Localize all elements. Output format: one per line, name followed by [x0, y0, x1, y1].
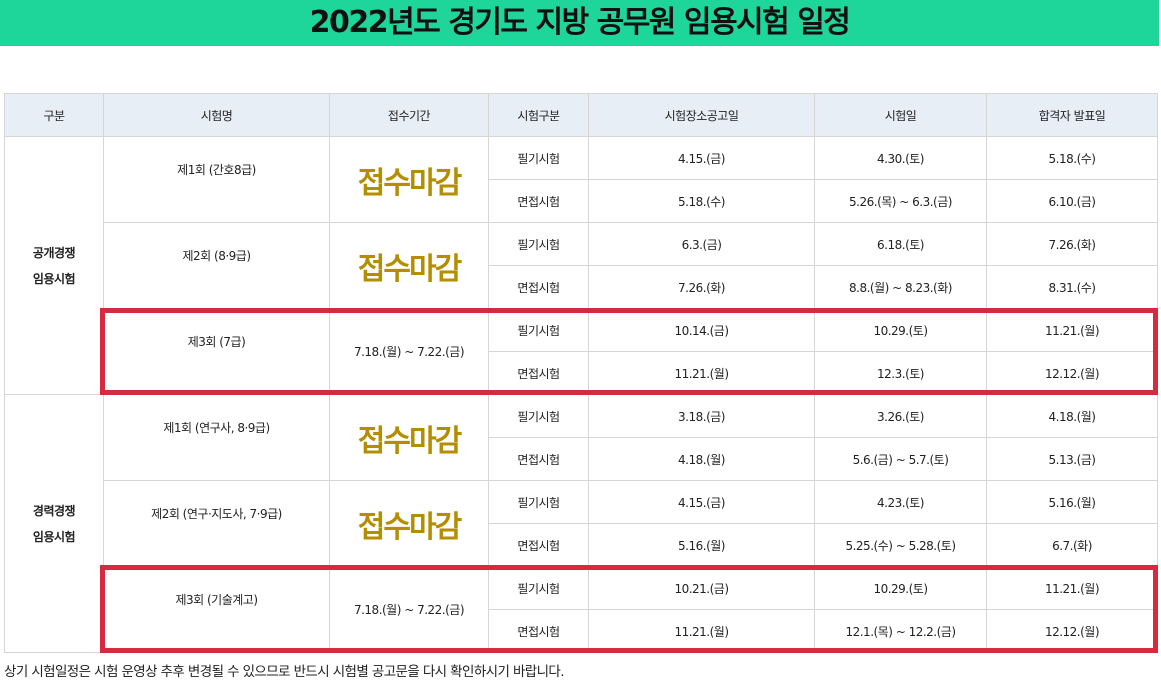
exam-date-cell: 4.23.(토): [814, 480, 987, 524]
notice-date-cell: 4.15.(금): [588, 480, 815, 524]
header-application-period: 접수기간: [329, 93, 489, 137]
exam-type-cell: 필기시험: [488, 480, 589, 524]
table-row: 면접시험 5.18.(수) 5.26.(목) ~ 6.3.(금) 6.10.(금…: [5, 179, 1158, 223]
category-cell: 공개경쟁 임용시험: [4, 136, 104, 395]
notice-date-cell: 4.15.(금): [588, 136, 815, 180]
exam-type-cell: 면접시험: [488, 609, 589, 653]
notice-date-cell: 11.21.(월): [588, 351, 815, 395]
table-row: 면접시험 11.21.(월) 12.1.(목) ~ 12.2.(금) 12.12…: [5, 609, 1158, 653]
exam-type-cell: 면접시험: [488, 351, 589, 395]
header-category: 구분: [4, 93, 104, 137]
application-period-cell: 7.18.(월) ~ 7.22.(금): [329, 308, 489, 395]
exam-type-cell: 면접시험: [488, 437, 589, 481]
header-venue-notice-date: 시험장소공고일: [588, 93, 815, 137]
table-row: 면접시험 4.18.(월) 5.6.(금) ~ 5.7.(토) 5.13.(금): [5, 437, 1158, 481]
exam-date-cell: 5.26.(목) ~ 6.3.(금): [814, 179, 987, 223]
exam-type-cell: 필기시험: [488, 136, 589, 180]
category-cell: 경력경쟁 임용시험: [4, 394, 104, 653]
result-date-cell: 5.13.(금): [986, 437, 1158, 481]
result-date-cell: 5.16.(월): [986, 480, 1158, 524]
exam-date-cell: 12.3.(토): [814, 351, 987, 395]
exam-name-cell: 제1회 (연구사, 8·9급): [103, 394, 330, 481]
table-row: 제3회 (7급) 7.18.(월) ~ 7.22.(금) 필기시험 10.14.…: [5, 308, 1158, 395]
application-closed-label: 접수마감: [329, 394, 489, 481]
exam-type-cell: 면접시험: [488, 265, 589, 309]
table-row: 면접시험 5.16.(월) 5.25.(수) ~ 5.28.(토) 6.7.(화…: [5, 523, 1158, 567]
exam-name-cell: 제2회 (8·9급): [103, 222, 330, 309]
highlight-box-open-exam-2: [100, 565, 1158, 653]
exam-name-cell: 제3회 (기술계고): [103, 566, 330, 653]
highlight-box-open-exam-1: [100, 308, 1158, 395]
application-closed-label: 접수마감: [329, 480, 489, 567]
exam-date-cell: 4.30.(토): [814, 136, 987, 180]
category-label-line1: 경력경쟁: [32, 503, 76, 518]
header-result-date: 합격자 발표일: [986, 93, 1158, 137]
exam-name-cell: 제1회 (간호8급): [103, 136, 330, 223]
table-row: 면접시험 11.21.(월) 12.3.(토) 12.12.(월): [5, 351, 1158, 395]
notice-date-cell: 5.18.(수): [588, 179, 815, 223]
exam-type-cell: 면접시험: [488, 523, 589, 567]
category-label-line2: 임용시험: [32, 271, 76, 286]
table-row: 제2회 (연구·지도사, 7·9급) 접수마감 필기시험 4.15.(금) 4.…: [5, 480, 1158, 567]
exam-date-cell: 5.25.(수) ~ 5.28.(토): [814, 523, 987, 567]
table-header-row: 구분 시험명 접수기간 시험구분 시험장소공고일 시험일 합격자 발표일: [4, 93, 1158, 137]
table-row: 제2회 (8·9급) 접수마감 필기시험 6.3.(금) 6.18.(토) 7.…: [5, 222, 1158, 309]
notice-date-cell: 7.26.(화): [588, 265, 815, 309]
exam-date-cell: 3.26.(토): [814, 394, 987, 438]
table-row: 경력경쟁 임용시험 제1회 (연구사, 8·9급) 접수마감 필기시험 3.18…: [4, 394, 1158, 653]
schedule-disclaimer-note: 상기 시험일정은 시험 운영상 추후 변경될 수 있으므로 반드시 시험별 공고…: [4, 664, 565, 680]
exam-type-cell: 필기시험: [488, 394, 589, 438]
notice-date-cell: 3.18.(금): [588, 394, 815, 438]
header-exam-name: 시험명: [103, 93, 330, 137]
exam-type-cell: 필기시험: [488, 222, 589, 266]
exam-date-cell: 5.6.(금) ~ 5.7.(토): [814, 437, 987, 481]
table-row: 제3회 (기술계고) 7.18.(월) ~ 7.22.(금) 필기시험 10.2…: [5, 566, 1158, 653]
result-date-cell: 5.18.(수): [986, 136, 1158, 180]
exam-type-cell: 필기시험: [488, 566, 589, 610]
result-date-cell: 4.18.(월): [986, 394, 1158, 438]
notice-date-cell: 10.14.(금): [588, 308, 815, 352]
notice-date-cell: 4.18.(월): [588, 437, 815, 481]
page-title: 2022년도 경기도 지방 공무원 임용시험 일정: [0, 0, 1159, 46]
exam-name-cell: 제2회 (연구·지도사, 7·9급): [103, 480, 330, 567]
result-date-cell: 12.12.(월): [986, 351, 1158, 395]
notice-date-cell: 11.21.(월): [588, 609, 815, 653]
category-label-line2: 임용시험: [32, 529, 76, 544]
exam-name-cell: 제3회 (7급): [103, 308, 330, 395]
result-date-cell: 8.31.(수): [986, 265, 1158, 309]
result-date-cell: 6.10.(금): [986, 179, 1158, 223]
notice-date-cell: 5.16.(월): [588, 523, 815, 567]
table-row: 공개경쟁 임용시험 제1회 (간호8급) 접수마감 필기시험 4.15.(금) …: [4, 136, 1158, 395]
application-period-cell: 7.18.(월) ~ 7.22.(금): [329, 566, 489, 653]
header-exam-date: 시험일: [814, 93, 987, 137]
exam-date-cell: 6.18.(토): [814, 222, 987, 266]
result-date-cell: 7.26.(화): [986, 222, 1158, 266]
exam-date-cell: 10.29.(토): [814, 566, 987, 610]
exam-date-cell: 12.1.(목) ~ 12.2.(금): [814, 609, 987, 653]
category-label-line1: 공개경쟁: [32, 245, 76, 260]
result-date-cell: 12.12.(월): [986, 609, 1158, 653]
exam-date-cell: 8.8.(월) ~ 8.23.(화): [814, 265, 987, 309]
header-exam-type: 시험구분: [488, 93, 589, 137]
application-closed-label: 접수마감: [329, 136, 489, 223]
notice-date-cell: 6.3.(금): [588, 222, 815, 266]
result-date-cell: 6.7.(화): [986, 523, 1158, 567]
exam-type-cell: 면접시험: [488, 179, 589, 223]
application-closed-label: 접수마감: [329, 222, 489, 309]
